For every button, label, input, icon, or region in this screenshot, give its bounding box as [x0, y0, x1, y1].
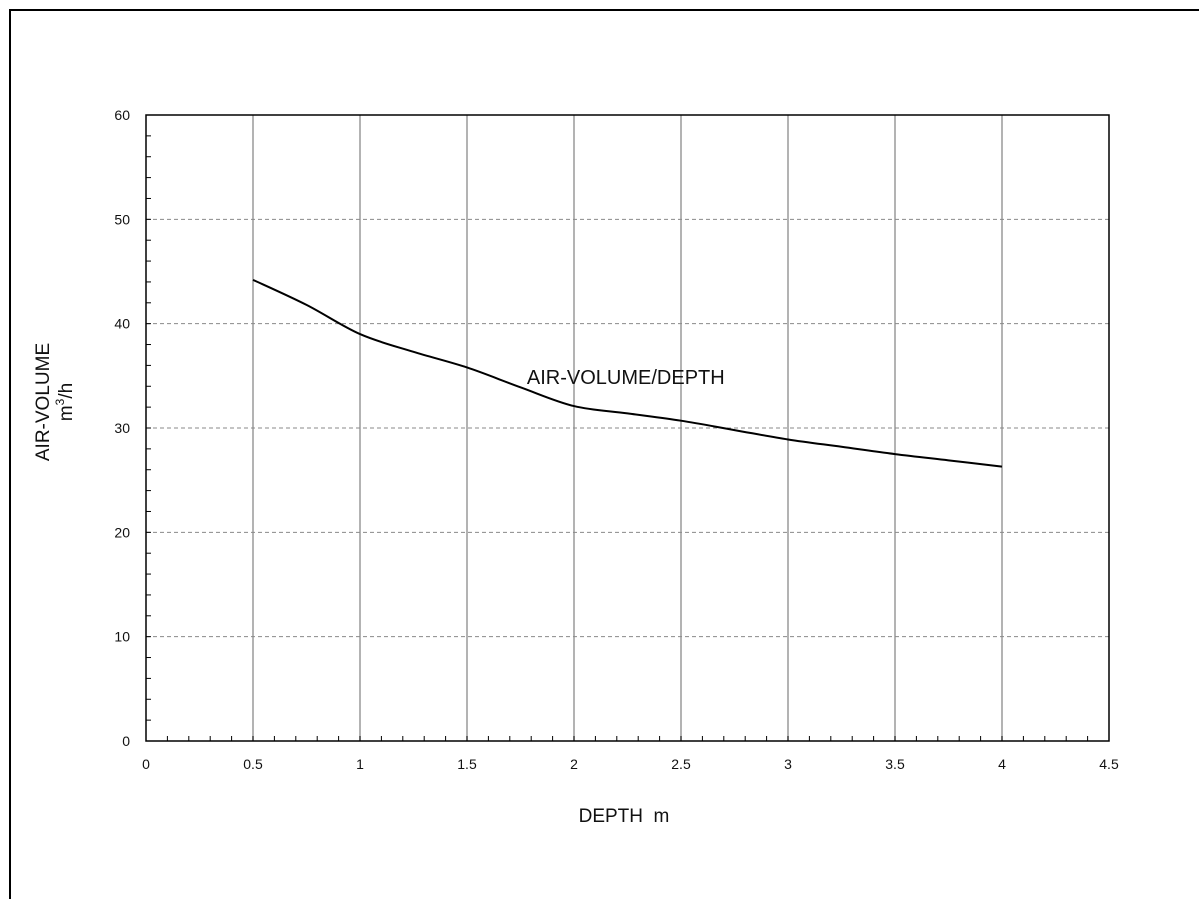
annotation-text: AIR-VOLUME/DEPTH: [527, 367, 725, 389]
x-tick-label: 0.5: [243, 756, 263, 772]
x-tick-label: 2.5: [671, 756, 691, 772]
y-axis-unit: m3/h: [53, 383, 77, 421]
x-tick-label: 0: [142, 756, 150, 772]
y-tick-labels: 0 10 20 30 40 50 60: [114, 107, 130, 749]
y-axis-title-group: AIR-VOLUME: [33, 343, 54, 461]
y-tick-label: 30: [114, 420, 130, 436]
x-tick-label: 1: [356, 756, 364, 772]
x-tick-label: 4: [998, 756, 1006, 772]
grid-lines: [146, 115, 1109, 741]
series-group: [252, 278, 1003, 468]
x-tick-labels: 0 0.5 1 1.5 2 2.5 3 3.5 4 4.5: [142, 756, 1119, 772]
x-tick-label: 3: [784, 756, 792, 772]
plot-area-border: [145, 114, 1110, 742]
series-line: [252, 278, 1003, 468]
y-axis-unit-group: m3/h: [53, 383, 77, 421]
x-tick-label: 4.5: [1099, 756, 1119, 772]
x-tick-label: 3.5: [885, 756, 905, 772]
y-tick-label: 0: [122, 733, 130, 749]
x-axis-title: DEPTH m: [579, 806, 670, 827]
y-axis-unit-sup: 3: [53, 398, 67, 405]
y-axis-unit-rest: /h: [56, 383, 77, 399]
y-tick-label: 50: [114, 211, 130, 227]
x-tick-label: 1.5: [457, 756, 477, 772]
y-tick-label: 20: [114, 524, 130, 540]
chart-frame: [9, 9, 1199, 899]
annotations: AIR-VOLUME/DEPTH: [527, 367, 725, 389]
y-axis-unit-base: m: [56, 405, 77, 421]
y-axis-title: AIR-VOLUME: [33, 343, 54, 461]
y-tick-label: 40: [114, 316, 130, 332]
y-tick-label: 60: [114, 107, 130, 123]
minor-ticks: [146, 135, 1089, 741]
y-tick-label: 10: [114, 629, 130, 645]
x-tick-label: 2: [570, 756, 578, 772]
